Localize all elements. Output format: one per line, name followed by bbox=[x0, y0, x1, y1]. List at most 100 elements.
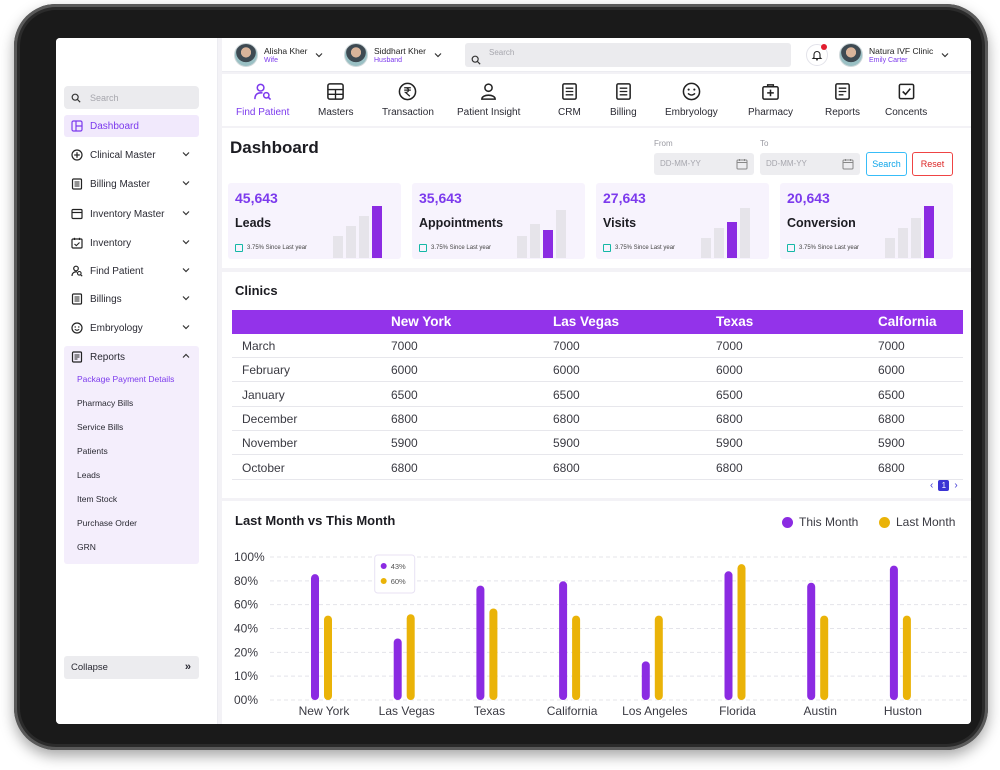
table-cell: 6800 bbox=[391, 411, 418, 426]
smile-icon bbox=[70, 322, 83, 335]
legend-last-month[interactable]: Last Month bbox=[879, 515, 955, 529]
chevron-left-icon[interactable]: ‹ bbox=[930, 480, 934, 491]
table-row[interactable]: January 6500 6500 6500 6500 bbox=[232, 383, 963, 407]
crm-list-icon bbox=[561, 83, 577, 100]
kpi-card-appointments[interactable]: 35,643 Appointments 3.75% Since Last yea… bbox=[412, 183, 585, 259]
module-pharmacy[interactable]: Pharmacy bbox=[748, 82, 793, 118]
column-header[interactable]: Las Vegas bbox=[553, 314, 620, 329]
sidebar-search-input[interactable]: Search bbox=[64, 86, 199, 109]
table-row[interactable]: November 5900 5900 5900 5900 bbox=[232, 431, 963, 456]
collapse-button[interactable]: Collapse » bbox=[64, 656, 199, 679]
calendar-icon bbox=[842, 159, 854, 170]
calendar-icon bbox=[70, 237, 83, 250]
sidebar-item-find-patient[interactable]: Find Patient bbox=[64, 260, 199, 282]
profile-name: Siddhart Kher bbox=[374, 45, 426, 56]
smile-icon bbox=[682, 82, 701, 101]
sidebar-item-billings[interactable]: Billings bbox=[64, 288, 199, 310]
sub-item-leads[interactable]: Leads bbox=[77, 470, 101, 480]
table-cell: 7000 bbox=[716, 339, 743, 353]
legend-this-month[interactable]: This Month bbox=[782, 515, 858, 529]
y-tick-label: 40% bbox=[234, 622, 258, 636]
module-label: Transaction bbox=[382, 107, 434, 118]
sidebar-item-inventory[interactable]: Inventory bbox=[64, 232, 199, 254]
sub-item-patients[interactable]: Patients bbox=[77, 446, 108, 456]
table-row[interactable]: February 6000 6000 6000 6000 bbox=[232, 358, 963, 383]
sidebar-item-label: Inventory bbox=[90, 237, 132, 249]
bar-this-month bbox=[311, 574, 319, 700]
kpi-label: Conversion bbox=[787, 216, 856, 230]
spark-bar bbox=[517, 236, 527, 258]
sidebar-item-reports[interactable]: Reports bbox=[64, 346, 199, 368]
profile-wife[interactable]: Alisha Kher Wife bbox=[234, 42, 323, 68]
chart-panel: 00% 10% 20% 40% 60% 80% 100% New York Las Vegas T… bbox=[222, 501, 971, 724]
sub-item-package-payment[interactable]: Package Payment Details bbox=[77, 374, 175, 384]
reset-button[interactable]: Reset bbox=[912, 152, 953, 176]
bar-last-month bbox=[820, 615, 829, 700]
bar-last-month bbox=[902, 615, 911, 700]
kpi-card-conversion[interactable]: 20,643 Conversion 3.75% Since Last year bbox=[780, 183, 953, 259]
sub-item-service-bills[interactable]: Service Bills bbox=[77, 422, 124, 432]
table-cell: 6000 bbox=[716, 363, 743, 378]
sidebar-item-clinical-master[interactable]: Clinical Master bbox=[64, 144, 199, 166]
sidebar-item-inventory-master[interactable]: Inventory Master bbox=[64, 203, 199, 225]
collapse-label: Collapse bbox=[71, 662, 108, 673]
table-cell: 6000 bbox=[553, 363, 580, 378]
module-concents[interactable]: Concents bbox=[885, 82, 927, 118]
checkbox-icon bbox=[898, 83, 915, 100]
chevron-down-icon bbox=[316, 53, 323, 58]
spark-bar bbox=[333, 236, 343, 258]
from-date-input[interactable]: DD-MM-YY bbox=[654, 153, 754, 175]
page-number[interactable]: 1 bbox=[938, 480, 950, 491]
column-header[interactable]: Calfornia bbox=[878, 314, 937, 329]
to-date-input[interactable]: DD-MM-YY bbox=[760, 153, 860, 175]
x-tick-label: Texas bbox=[474, 704, 505, 718]
notification-button[interactable] bbox=[806, 44, 828, 66]
clinic-switcher[interactable]: Natura IVF Clinic Emily Carter bbox=[839, 42, 949, 68]
bar-last-month bbox=[324, 615, 332, 700]
table-cell: 5900 bbox=[553, 436, 580, 451]
sub-item-item-stock[interactable]: Item Stock bbox=[77, 494, 118, 504]
sub-item-purchase-order[interactable]: Purchase Order bbox=[77, 518, 137, 528]
table-cell: 6500 bbox=[553, 387, 580, 402]
module-transaction[interactable]: Transaction bbox=[382, 82, 434, 118]
spark-bar bbox=[898, 228, 908, 258]
module-billing[interactable]: Billing bbox=[610, 82, 637, 118]
table-row[interactable]: October 6800 6800 6800 6800 bbox=[232, 456, 963, 480]
module-patient-insight[interactable]: Patient Insight bbox=[457, 82, 520, 118]
column-header[interactable]: New York bbox=[391, 314, 452, 329]
kpi-sparkbars bbox=[517, 203, 579, 258]
sidebar-item-label: Billing Master bbox=[90, 178, 151, 190]
sidebar-item-dashboard[interactable]: Dashboard bbox=[64, 115, 199, 137]
sidebar-item-billing-master[interactable]: Billing Master bbox=[64, 173, 199, 195]
column-header[interactable]: Texas bbox=[716, 314, 754, 329]
chevron-down-icon bbox=[941, 53, 949, 58]
sidebar-item-label: Reports bbox=[90, 351, 126, 363]
clinics-title: Clinics bbox=[235, 283, 278, 298]
table-cell: 6800 bbox=[878, 411, 905, 426]
sidebar: Search Dashboard Clinical Master Billing… bbox=[56, 38, 218, 724]
kpi-value: 45,643 bbox=[235, 190, 278, 206]
kpi-card-visits[interactable]: 27,643 Visits 3.75% Since Last year bbox=[596, 183, 769, 259]
row-month-cell: March bbox=[242, 339, 276, 353]
sub-item-pharmacy-bills[interactable]: Pharmacy Bills bbox=[77, 398, 134, 408]
search-button[interactable]: Search bbox=[866, 152, 907, 176]
sidebar-item-embryology[interactable]: Embryology bbox=[64, 317, 199, 339]
table-row[interactable]: December 6800 6800 6800 6800 bbox=[232, 407, 963, 431]
clinics-panel: Clinics New York Las Vegas Texas Calforn… bbox=[222, 272, 971, 498]
sub-item-grn[interactable]: GRN bbox=[77, 542, 96, 552]
table-row[interactable]: March 7000 7000 7000 7000 bbox=[232, 334, 963, 358]
module-find-patient[interactable]: Find Patient bbox=[236, 82, 289, 118]
bar-last-month bbox=[654, 615, 663, 700]
top-search-input[interactable]: Search bbox=[465, 43, 791, 67]
kpi-card-leads[interactable]: 45,643 Leads 3.75% Since Last year bbox=[228, 183, 401, 259]
module-crm[interactable]: CRM bbox=[558, 82, 581, 118]
table-cell: 6500 bbox=[391, 387, 418, 402]
module-embryology[interactable]: Embryology bbox=[665, 82, 718, 118]
kpi-sparkbars bbox=[701, 203, 763, 258]
kpi-value: 20,643 bbox=[787, 190, 830, 206]
module-reports[interactable]: Reports bbox=[825, 82, 860, 118]
row-month-cell: January bbox=[242, 387, 285, 402]
module-masters[interactable]: Masters bbox=[318, 82, 354, 118]
profile-husband[interactable]: Siddhart Kher Husband bbox=[344, 42, 442, 68]
chevron-right-icon[interactable]: › bbox=[954, 480, 958, 491]
